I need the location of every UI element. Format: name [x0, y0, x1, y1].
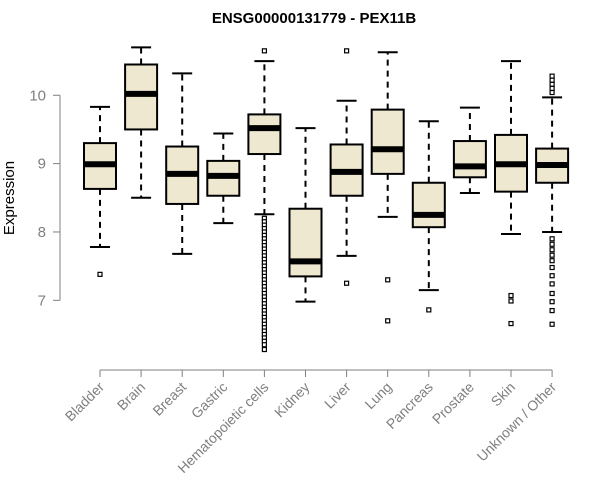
- outlier-point: [549, 73, 555, 79]
- box-group: [165, 72, 200, 255]
- box-group: [83, 105, 117, 277]
- box-iqr: [411, 181, 446, 229]
- box-iqr: [370, 108, 405, 175]
- outlier-point: [508, 292, 514, 299]
- x-tick-label: Brain: [114, 379, 148, 413]
- outlier-point: [549, 299, 555, 305]
- outlier-point: [549, 307, 555, 314]
- box-group: [247, 48, 282, 353]
- outlier-point: [508, 320, 514, 327]
- box-group: [124, 46, 159, 199]
- x-tick-label: Skin: [488, 379, 519, 410]
- outlier-point: [426, 307, 432, 313]
- outlier-point: [549, 77, 555, 83]
- outlier-point: [261, 346, 267, 353]
- outlier-point: [549, 81, 555, 87]
- y-axis: 7 8 9 10: [29, 87, 61, 309]
- box-group: [288, 127, 323, 303]
- x-tick-label: Prostate: [429, 379, 477, 427]
- y-tick-label: 9: [38, 156, 46, 173]
- outlier-point: [97, 271, 103, 277]
- outlier-point: [549, 273, 555, 279]
- x-tick-label: Breast: [149, 379, 189, 419]
- box-group: [411, 120, 446, 313]
- outlier-point: [549, 252, 555, 258]
- outlier-point: [385, 318, 391, 324]
- outlier-point: [549, 258, 555, 264]
- x-tick-label: Kidney: [271, 379, 313, 421]
- outlier-point: [549, 321, 555, 327]
- box-group: [452, 106, 487, 195]
- outlier-point: [549, 290, 555, 297]
- box-group: [494, 60, 528, 327]
- chart-title: ENSG00000131779 - PEX11B: [212, 10, 416, 27]
- x-tick-label: Liver: [321, 379, 354, 412]
- outlier-point: [549, 241, 555, 247]
- y-tick-label: 8: [38, 224, 46, 241]
- outlier-point: [549, 264, 555, 271]
- box-group: [370, 51, 405, 324]
- box-iqr: [124, 63, 159, 131]
- outlier-point: [508, 298, 514, 304]
- box-group: [329, 48, 364, 286]
- outlier-point: [261, 342, 267, 348]
- outlier-point: [549, 281, 555, 287]
- box-iqr: [452, 140, 487, 179]
- outlier-point: [549, 236, 555, 242]
- box-group: [206, 132, 241, 225]
- boxes-layer: [83, 46, 570, 353]
- outlier-point: [549, 89, 555, 96]
- outlier-point: [385, 277, 391, 283]
- outlier-point: [344, 280, 350, 286]
- outlier-point: [549, 85, 555, 92]
- outlier-point: [549, 247, 555, 253]
- y-tick-label: 7: [38, 292, 46, 309]
- x-tick-label: Lung: [361, 379, 394, 412]
- box-iqr: [288, 207, 323, 278]
- box-iqr: [247, 113, 282, 156]
- outlier-point: [261, 48, 267, 54]
- x-tick-label: Bladder: [62, 379, 108, 425]
- y-tick-label: 10: [29, 87, 46, 104]
- y-axis-label: Expression: [1, 161, 18, 235]
- box-group: [535, 73, 570, 327]
- outlier-point: [344, 48, 350, 54]
